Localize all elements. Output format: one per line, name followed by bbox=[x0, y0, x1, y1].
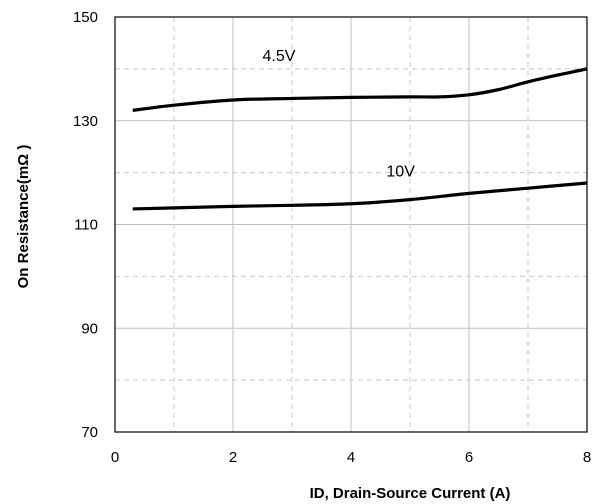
plot-frame bbox=[114, 16, 588, 433]
y-axis-title: On Resistance(mΩ ) bbox=[15, 145, 32, 289]
x-tick-label: 6 bbox=[465, 449, 473, 466]
x-tick-label: 0 bbox=[111, 449, 119, 466]
x-tick-label: 2 bbox=[229, 449, 237, 466]
grid-layer bbox=[115, 17, 587, 432]
series-label: 10V bbox=[386, 163, 415, 180]
series-label: 4.5V bbox=[263, 48, 296, 65]
series-line-0 bbox=[132, 67, 588, 112]
y-tick-label: 130 bbox=[73, 113, 98, 130]
y-tick-label: 90 bbox=[81, 320, 98, 337]
series-layer bbox=[132, 67, 588, 211]
tick-layer: 0 2 4 6 8 70 90 110 130 150 bbox=[73, 9, 591, 466]
x-tick-label: 4 bbox=[347, 449, 355, 466]
series-line-1 bbox=[132, 181, 588, 211]
y-tick-label: 70 bbox=[81, 424, 98, 441]
y-tick-label: 110 bbox=[74, 217, 98, 234]
x-tick-label: 8 bbox=[583, 449, 591, 466]
y-tick-label: 150 bbox=[73, 9, 98, 26]
series-label-layer: 4.5V 10V bbox=[263, 48, 416, 180]
x-axis-title: ID, Drain-Source Current (A) bbox=[310, 485, 511, 502]
